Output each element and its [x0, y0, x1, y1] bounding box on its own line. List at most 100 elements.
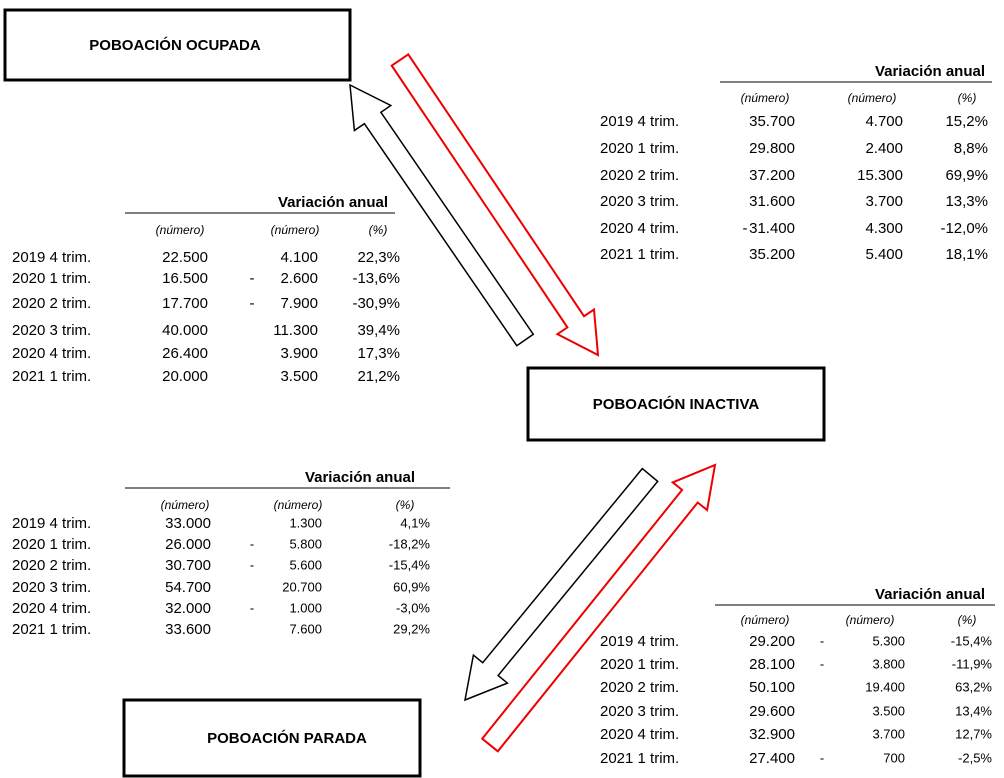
percent: 15,2% — [945, 113, 988, 130]
row-label: 2021 1 trim. — [600, 750, 679, 767]
change: 5.300 — [872, 633, 905, 648]
change: 4.700 — [865, 113, 903, 130]
value: 37.200 — [749, 167, 795, 184]
node-label: POBOACIÓN PARADA — [207, 729, 367, 747]
row-label: 2020 4 trim. — [600, 726, 679, 743]
node-label: POBOACIÓN OCUPADA — [89, 36, 261, 54]
percent: -30,9% — [352, 295, 400, 312]
sign: - — [250, 600, 254, 615]
change: 5.600 — [289, 557, 322, 572]
value: 22.500 — [162, 249, 208, 266]
row-label: 2020 2 trim. — [600, 167, 679, 184]
row-label: 2020 2 trim. — [12, 557, 91, 574]
row-label: 2020 4 trim. — [12, 345, 91, 362]
row-label: 2021 1 trim. — [12, 368, 91, 385]
value: 33.000 — [165, 515, 211, 532]
row-label: 2020 3 trim. — [12, 579, 91, 596]
value: 54.700 — [165, 579, 211, 596]
node-label: POBOACIÓN INACTIVA — [593, 395, 760, 413]
row-label: 2019 4 trim. — [600, 633, 679, 650]
change: 3.500 — [280, 368, 318, 385]
row-label: 2020 2 trim. — [600, 679, 679, 696]
value: 27.400 — [749, 750, 795, 767]
percent: -13,6% — [352, 270, 400, 287]
percent: 17,3% — [357, 345, 400, 362]
subheader: (número) — [846, 613, 895, 627]
percent: 22,3% — [357, 249, 400, 266]
row-label: 2019 4 trim. — [600, 113, 679, 130]
node-box — [3, 8, 352, 82]
value: 17.700 — [162, 295, 208, 312]
percent: 13,4% — [955, 703, 992, 718]
node-box — [526, 366, 826, 442]
change: 5.800 — [289, 536, 322, 551]
subheader: (número) — [156, 223, 205, 237]
row-label: 2020 2 trim. — [12, 295, 91, 312]
value: 31.400 — [749, 220, 795, 237]
value: 29.200 — [749, 633, 795, 650]
percent: 21,2% — [357, 368, 400, 385]
arrow — [480, 463, 717, 753]
change: 4.100 — [280, 249, 318, 266]
value: 32.900 — [749, 726, 795, 743]
percent: 29,2% — [393, 621, 430, 636]
subheader: (%) — [958, 613, 977, 627]
subheader: (%) — [369, 223, 388, 237]
percent: 12,7% — [955, 726, 992, 741]
subheader: (número) — [741, 91, 790, 105]
percent: -18,2% — [389, 536, 431, 551]
percent: 18,1% — [945, 246, 988, 263]
percent: -12,0% — [940, 220, 988, 237]
row-label: 2020 1 trim. — [12, 270, 91, 287]
sign: - — [250, 536, 254, 551]
sign: - — [820, 656, 824, 671]
sign: - — [250, 557, 254, 572]
change: 700 — [883, 750, 905, 765]
value: 29.800 — [749, 140, 795, 157]
table-header: Variación anual — [875, 63, 985, 80]
row-label: 2021 1 trim. — [12, 621, 91, 638]
value: 50.100 — [749, 679, 795, 696]
change: 1.300 — [289, 515, 322, 530]
table-header: Variación anual — [875, 586, 985, 603]
value: 16.500 — [162, 270, 208, 287]
sign: - — [250, 295, 255, 312]
change: 7.600 — [289, 621, 322, 636]
percent: -15,4% — [389, 557, 431, 572]
value: 40.000 — [162, 322, 208, 339]
change: 3.900 — [280, 345, 318, 362]
row-label: 2019 4 trim. — [12, 515, 91, 532]
subheader: (%) — [958, 91, 977, 105]
subheader: (número) — [271, 223, 320, 237]
percent: -2,5% — [958, 750, 992, 765]
sign: - — [250, 270, 255, 287]
table-header: Variación anual — [305, 469, 415, 486]
percent: 39,4% — [357, 322, 400, 339]
subheader: (número) — [274, 498, 323, 512]
subheader: (%) — [396, 498, 415, 512]
value: 32.000 — [165, 600, 211, 617]
percent: -11,9% — [952, 656, 993, 671]
percent: -15,4% — [951, 633, 993, 648]
value: 31.600 — [749, 193, 795, 210]
change: 7.900 — [280, 295, 318, 312]
percent: 63,2% — [955, 679, 992, 694]
percent: 69,9% — [945, 167, 988, 184]
percent: 8,8% — [954, 140, 988, 157]
change: 3.800 — [872, 656, 905, 671]
value: 26.400 — [162, 345, 208, 362]
value: 35.700 — [749, 113, 795, 130]
change: 15.300 — [857, 167, 903, 184]
row-label: 2020 3 trim. — [600, 193, 679, 210]
value: 26.000 — [165, 536, 211, 553]
row-label: 2020 1 trim. — [600, 656, 679, 673]
row-label: 2020 1 trim. — [600, 140, 679, 157]
row-label: 2020 4 trim. — [12, 600, 91, 617]
row-label: 2020 3 trim. — [600, 703, 679, 720]
change: 20.700 — [282, 579, 322, 594]
sign: - — [743, 220, 748, 237]
percent: 4,1% — [400, 515, 430, 530]
row-label: 2021 1 trim. — [600, 246, 679, 263]
row-label: 2019 4 trim. — [12, 249, 91, 266]
